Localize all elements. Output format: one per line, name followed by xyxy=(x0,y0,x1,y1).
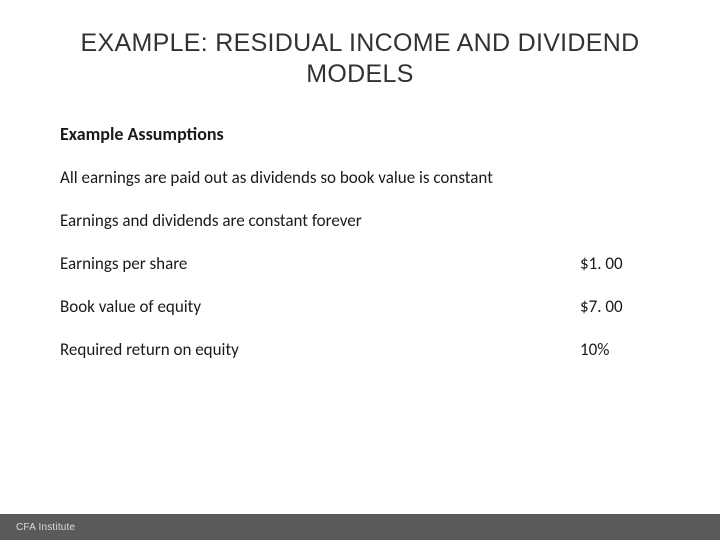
assumption-line: All earnings are paid out as dividends s… xyxy=(60,167,660,188)
row-value: $7. 00 xyxy=(580,296,660,339)
assumption-line: Earnings and dividends are constant fore… xyxy=(60,210,660,231)
data-table: Earnings per share $1. 00 Book value of … xyxy=(60,253,660,382)
row-value: 10% xyxy=(580,339,660,382)
row-label: Earnings per share xyxy=(60,253,580,296)
row-label: Required return on equity xyxy=(60,339,580,382)
row-label: Book value of equity xyxy=(60,296,580,339)
table-row: Required return on equity 10% xyxy=(60,339,660,382)
table-row: Earnings per share $1. 00 xyxy=(60,253,660,296)
footer-bar: CFA Institute xyxy=(0,514,720,540)
footer-branding: CFA Institute xyxy=(16,522,75,533)
slide-container: EXAMPLE: RESIDUAL INCOME AND DIVIDEND MO… xyxy=(0,0,720,540)
table-row: Book value of equity $7. 00 xyxy=(60,296,660,339)
slide-title: EXAMPLE: RESIDUAL INCOME AND DIVIDEND MO… xyxy=(60,28,660,91)
section-heading: Example Assumptions xyxy=(60,123,660,145)
row-value: $1. 00 xyxy=(580,253,660,296)
